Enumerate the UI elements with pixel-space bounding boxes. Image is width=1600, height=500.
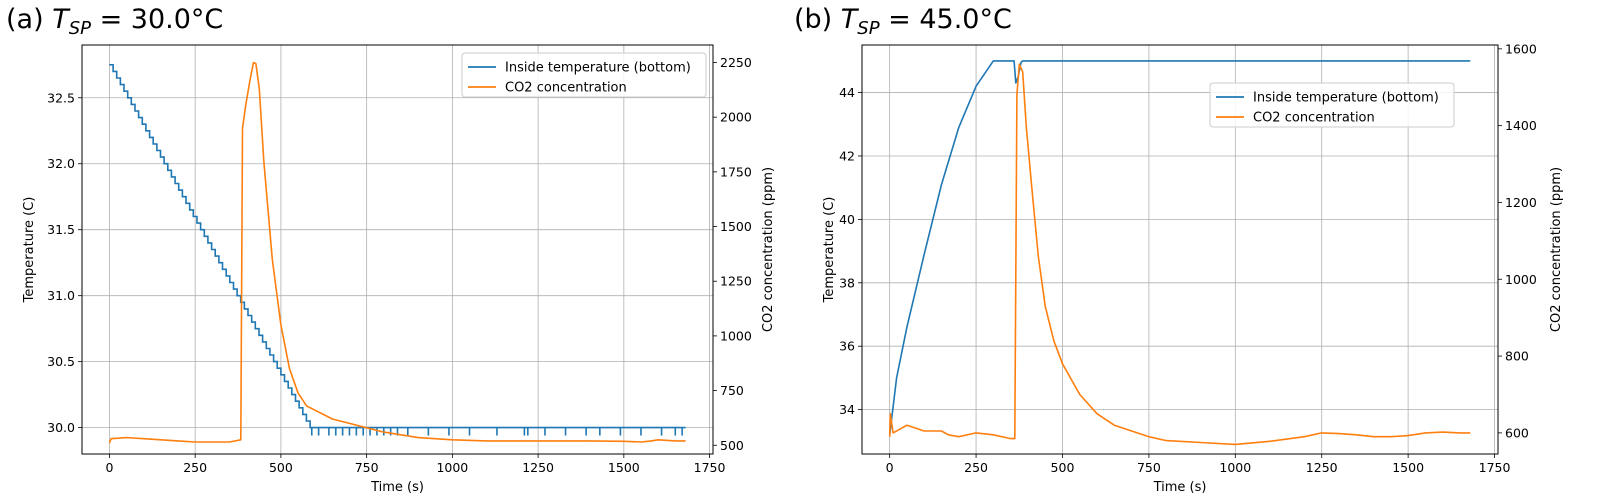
y-tick-label: 36 — [839, 339, 855, 354]
series-line-temperature — [109, 64, 686, 429]
title-variable: T — [52, 4, 71, 35]
y-tick-label: 42 — [839, 148, 855, 163]
x-tick-label: 0 — [105, 460, 113, 475]
y2-axis-ticks: 600 800 1000 1200 1400 1600 — [1498, 41, 1537, 440]
x-tick-label: 0 — [886, 460, 894, 475]
chart-panel-a: (a) TSP = 30.0°C 0 250 500 750 1000 1250 1500 17… — [6, 4, 776, 495]
x-axis-ticks: 0 250 500 750 1000 1250 1500 1750 — [105, 454, 726, 475]
x-tick-label: 1500 — [1392, 460, 1424, 475]
legend: Inside temperature (bottom) CO2 concentra… — [461, 52, 707, 98]
y-tick-label: 30.5 — [47, 354, 75, 369]
y-axis-ticks: 30.0 30.5 31.0 31.5 32.0 32.5 — [47, 90, 82, 435]
x-tick-label: 750 — [1137, 460, 1161, 475]
x-tick-label: 1750 — [1479, 460, 1511, 475]
legend: Inside temperature (bottom) CO2 concentra… — [1209, 82, 1455, 128]
x-tick-label: 500 — [269, 460, 293, 475]
panel-label: (a) — [6, 4, 52, 35]
chart-panel-b: (b) TSP = 45.0°C 0 250 500 750 1000 1250 1500 17… — [794, 4, 1564, 495]
series-line-co2 — [108, 61, 686, 444]
x-axis-ticks: 0 250 500 750 1000 1250 1500 1750 — [886, 454, 1511, 475]
y-tick-label: 38 — [839, 275, 855, 290]
plot-frame — [81, 44, 714, 455]
title-value: = 30.0°C — [91, 4, 223, 35]
x-tick-label: 1500 — [608, 460, 640, 475]
x-tick-label: 500 — [1051, 460, 1075, 475]
series-line-co2 — [888, 63, 1471, 446]
panel-title: (b) TSP = 45.0°C — [794, 4, 1012, 39]
series-group — [888, 60, 1471, 446]
x-tick-label: 250 — [964, 460, 988, 475]
y2-tick-label: 1000 — [720, 328, 752, 343]
plot-frame — [861, 44, 1499, 455]
title-subscript: SP — [857, 18, 879, 39]
x-tick-label: 250 — [183, 460, 207, 475]
y-axis-label: Temperature (C) — [22, 197, 37, 304]
y-tick-label: 44 — [839, 85, 855, 100]
y-tick-label: 31.5 — [47, 222, 75, 237]
grid — [862, 45, 1498, 454]
y2-axis-label: CO2 concentration (ppm) — [1549, 167, 1564, 332]
legend-label: Inside temperature (bottom) — [505, 61, 691, 76]
x-axis-label: Time (s) — [370, 480, 424, 495]
x-axis-label: Time (s) — [1153, 480, 1207, 495]
title-subscript: SP — [69, 18, 91, 39]
series-line-temperature — [888, 60, 1471, 436]
y2-axis-label: CO2 concentration (ppm) — [761, 167, 776, 332]
series-group — [108, 61, 686, 444]
y2-tick-label: 1400 — [1505, 118, 1537, 133]
y-axis-ticks: 34 36 38 40 42 44 — [839, 85, 862, 417]
y-axis-label: Temperature (C) — [822, 197, 837, 304]
y-tick-label: 40 — [839, 212, 855, 227]
legend-label: CO2 concentration — [1253, 111, 1375, 126]
y2-tick-label: 600 — [1505, 425, 1529, 440]
x-tick-label: 1000 — [436, 460, 468, 475]
y-tick-label: 32.5 — [47, 90, 75, 105]
x-tick-label: 1750 — [694, 460, 726, 475]
title-value: = 45.0°C — [880, 4, 1012, 35]
legend-box — [1209, 82, 1455, 128]
y-tick-label: 34 — [839, 402, 855, 417]
y-tick-label: 32.0 — [47, 156, 75, 171]
y2-tick-label: 2000 — [720, 110, 752, 125]
y2-tick-label: 500 — [720, 438, 744, 453]
y-tick-label: 30.0 — [47, 420, 75, 435]
y2-tick-label: 1500 — [720, 219, 752, 234]
legend-label: Inside temperature (bottom) — [1253, 91, 1439, 106]
y2-tick-label: 1250 — [720, 274, 752, 289]
y-tick-label: 31.0 — [47, 288, 75, 303]
x-tick-label: 1250 — [1306, 460, 1338, 475]
title-variable: T — [841, 4, 860, 35]
y2-tick-label: 1600 — [1505, 41, 1537, 56]
y2-tick-label: 800 — [1505, 349, 1529, 364]
y2-axis-ticks: 500 750 1000 1250 1500 1750 2000 2250 — [713, 55, 752, 453]
y2-tick-label: 750 — [720, 383, 744, 398]
panel-label: (b) — [794, 4, 841, 35]
panel-title: (a) TSP = 30.0°C — [6, 4, 223, 39]
x-tick-label: 1000 — [1219, 460, 1251, 475]
legend-label: CO2 concentration — [505, 81, 627, 96]
x-tick-label: 1250 — [522, 460, 554, 475]
legend-box — [461, 52, 707, 98]
x-tick-label: 750 — [355, 460, 379, 475]
grid — [82, 45, 713, 454]
y2-tick-label: 1750 — [720, 164, 752, 179]
y2-tick-label: 1200 — [1505, 195, 1537, 210]
y2-tick-label: 2250 — [720, 55, 752, 70]
y2-tick-label: 1000 — [1505, 272, 1537, 287]
temperature-dips — [310, 427, 683, 436]
